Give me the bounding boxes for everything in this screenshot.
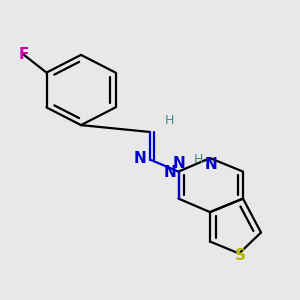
Text: S: S [235,248,246,262]
Text: H: H [193,153,203,166]
Text: N: N [134,151,147,166]
Text: N: N [164,165,176,180]
Text: N: N [205,157,218,172]
Text: H: H [165,113,174,127]
Text: F: F [19,47,29,62]
Text: N: N [172,156,185,171]
